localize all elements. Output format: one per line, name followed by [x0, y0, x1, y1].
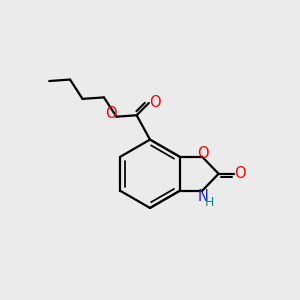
Text: O: O — [105, 106, 117, 121]
Text: O: O — [197, 146, 209, 160]
Text: O: O — [234, 166, 246, 181]
Text: H: H — [205, 196, 214, 209]
Text: O: O — [149, 95, 161, 110]
Text: N: N — [197, 189, 208, 204]
